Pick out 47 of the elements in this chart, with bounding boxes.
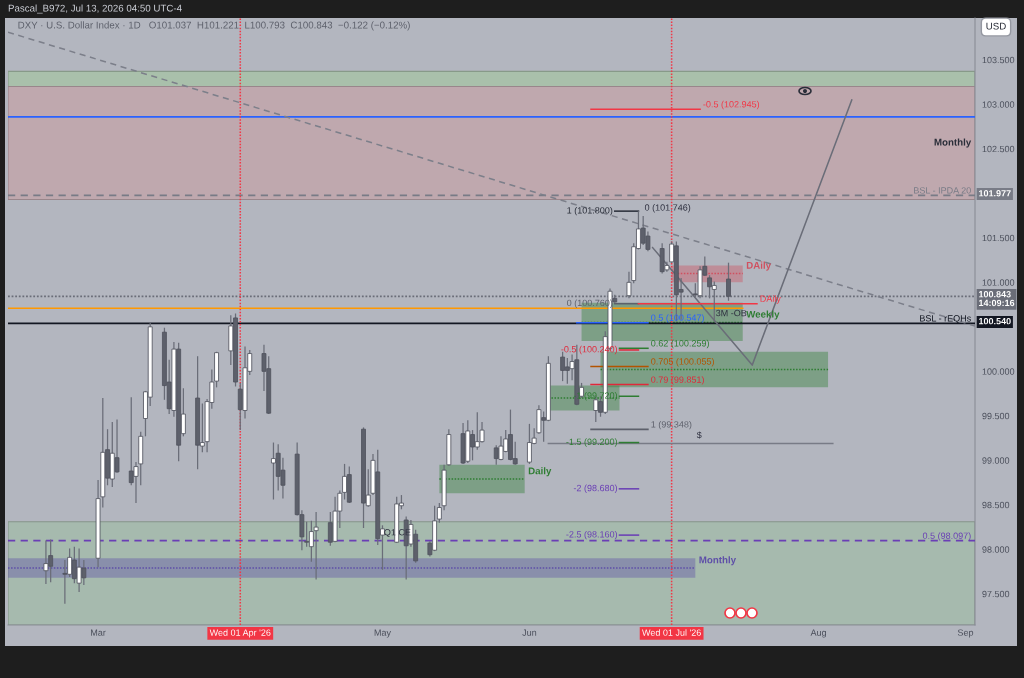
annotation: 3M -OB (716, 309, 747, 317)
series-label: Weekly (746, 310, 780, 320)
y-tick-label: 101.500 (982, 234, 1015, 242)
x-tick-label: Aug (810, 629, 827, 638)
series-label: -0.5 (102.945) (703, 100, 760, 110)
series-label: 0.62 (100.259) (651, 339, 709, 349)
x-tick-label: Mar (91, 629, 106, 636)
y-tick-label: 100.843 14:09:16 (979, 290, 1015, 307)
y-tick-label: 98.500 (982, 501, 1010, 509)
chart-subtitle: Pascal_B972, Jul 13, 2026 04:50 UTC-4 (8, 4, 182, 14)
y-tick-label: 101.000 (982, 279, 1015, 286)
x-tick-label: Wed 01 Jul '26 (642, 629, 701, 636)
y-tick-label: 101.977 (979, 190, 1011, 197)
series-label: -2.5 (98.160) (566, 530, 618, 540)
band-label: Monthly (934, 138, 972, 148)
x-tick-label: May (374, 629, 391, 638)
series-label: 0.5 (100.547) (651, 314, 704, 323)
x-tick-label: Wed 01 Apr '26 (209, 629, 271, 638)
text: USD (986, 22, 1006, 30)
annotation: $ (696, 431, 702, 439)
series-label: Daily (528, 467, 552, 477)
series-label: -2 (98.680) (573, 484, 618, 494)
y-tick-label: 103.000 (982, 101, 1015, 108)
x-tick-label: Sep (957, 629, 974, 638)
y-tick-label: 97.500 (982, 590, 1010, 598)
ref-line-label: BSL - IPDA 20 (914, 187, 971, 194)
series-label: 1 (101.800) (567, 206, 613, 216)
y-tick-label: 100.000 (982, 368, 1015, 375)
series-label: -0.5 (100.240) (561, 345, 618, 355)
y-tick-label: 99.500 (982, 412, 1010, 420)
x-tick-label: Jun (522, 629, 537, 636)
y-tick-label: 103.500 (982, 56, 1015, 64)
series-label: 0.79 (99.851) (651, 376, 704, 385)
chart-title: DXY · U.S. Dollar Index · 1D O101.037 H101.221 L100.793 C100.843 −0.122 (−0.12%) (18, 21, 410, 31)
series-label: Monthly (699, 556, 737, 566)
series-label: DAily (746, 261, 771, 271)
ref-line-label: 0.5 (98.097) (922, 532, 971, 541)
annotation: 0 (101.746) (644, 204, 691, 213)
ref-line-label: BSL - rEQHs (920, 315, 971, 324)
y-tick-label: 99.000 (982, 457, 1010, 464)
y-tick-label: 100.540 (979, 317, 1011, 325)
y-tick-label: 102.500 (982, 145, 1015, 153)
series-label: 1 (99.348) (651, 420, 692, 430)
series-label: 0.705 (100.055) (651, 358, 714, 367)
series-label: DAily (760, 295, 781, 304)
y-tick-label: 98.000 (982, 546, 1010, 553)
series-label: -1.5 (99.200) (566, 438, 618, 447)
